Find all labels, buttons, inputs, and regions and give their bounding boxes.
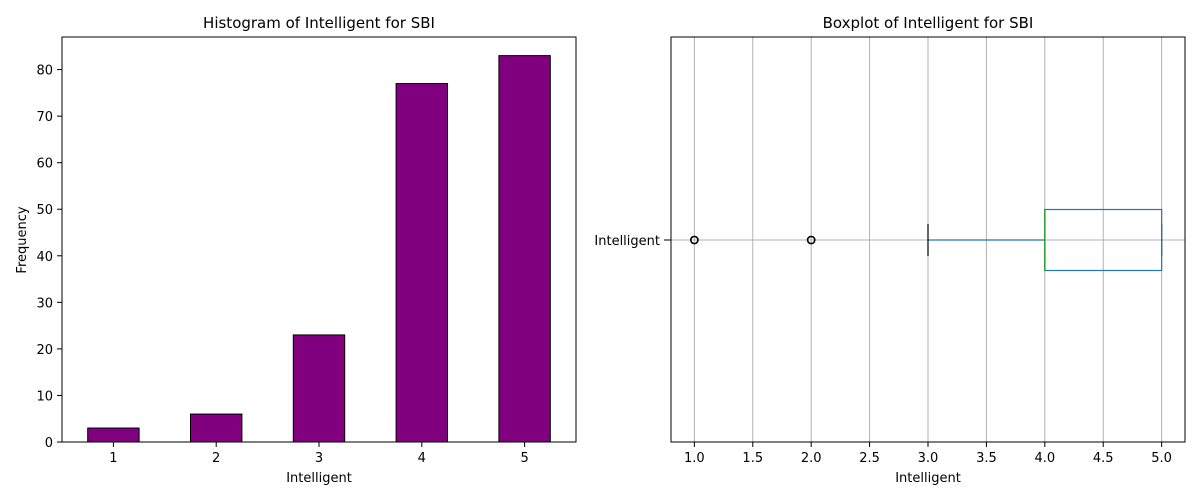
histogram-y-tick-label: 20	[36, 343, 53, 358]
boxplot-x-tick-label: 2.5	[859, 451, 880, 466]
histogram-y-tick-label: 80	[36, 64, 53, 79]
histogram-x-tick-label: 4	[418, 451, 426, 466]
histogram-bar-3	[292, 334, 346, 443]
histogram-bar-2	[190, 413, 243, 443]
histogram-y-tick-label: 10	[36, 389, 53, 404]
histogram-y-ticks: 0 10 20 30 40 50 60 70 80	[36, 64, 62, 451]
histogram-x-label: Intelligent	[286, 471, 352, 486]
boxplot-x-tick-label: 5.0	[1151, 451, 1172, 466]
histogram-axes-frame	[61, 36, 577, 443]
histogram-y-tick-label: 70	[36, 110, 53, 125]
boxplot-x-tick-label: 3.0	[918, 451, 939, 466]
boxplot-x-tick-label: 1.0	[684, 451, 705, 466]
histogram-y-tick-label: 30	[36, 296, 53, 311]
boxplot-outlier	[689, 235, 699, 245]
boxplot-chart: Boxplot of Intelligent for SBI 1.0 1.5 2.0…	[594, 14, 1186, 486]
histogram-y-tick-label: 60	[36, 157, 53, 172]
boxplot-x-label: Intelligent	[895, 471, 961, 486]
boxplot-category-label: Intelligent	[594, 234, 660, 249]
boxplot-x-tick-label: 4.5	[1093, 451, 1114, 466]
histogram-chart: Histogram of Intelligent for SBI 1 2 3 4 5 0…	[15, 14, 577, 486]
boxplot-title: Boxplot of Intelligent for SBI	[823, 14, 1034, 32]
histogram-bar-4	[395, 83, 449, 443]
histogram-x-ticks: 1 2 3 4 5	[109, 442, 529, 466]
histogram-bar-1	[87, 427, 140, 443]
histogram-x-tick-label: 2	[212, 451, 220, 466]
histogram-y-tick-label: 50	[36, 203, 53, 218]
boxplot-outlier	[806, 235, 816, 245]
histogram-y-tick-label: 0	[45, 436, 53, 451]
histogram-bar-5	[498, 55, 551, 443]
histogram-bars	[87, 55, 551, 443]
boxplot-marks	[689, 208, 1163, 272]
histogram-title: Histogram of Intelligent for SBI	[203, 14, 435, 32]
boxplot-x-tick-label: 3.5	[976, 451, 997, 466]
boxplot-x-ticks: 1.0 1.5 2.0 2.5 3.0 3.5 4.0 4.5 5.0	[684, 442, 1172, 466]
histogram-x-tick-label: 3	[315, 451, 323, 466]
histogram-x-tick-label: 1	[109, 451, 117, 466]
histogram-x-tick-label: 5	[520, 451, 528, 466]
boxplot-x-tick-label: 1.5	[742, 451, 763, 466]
histogram-y-tick-label: 40	[36, 250, 53, 265]
histogram-y-label: Frequency	[15, 206, 30, 273]
boxplot-x-tick-label: 2.0	[801, 451, 822, 466]
boxplot-x-tick-label: 4.0	[1034, 451, 1055, 466]
